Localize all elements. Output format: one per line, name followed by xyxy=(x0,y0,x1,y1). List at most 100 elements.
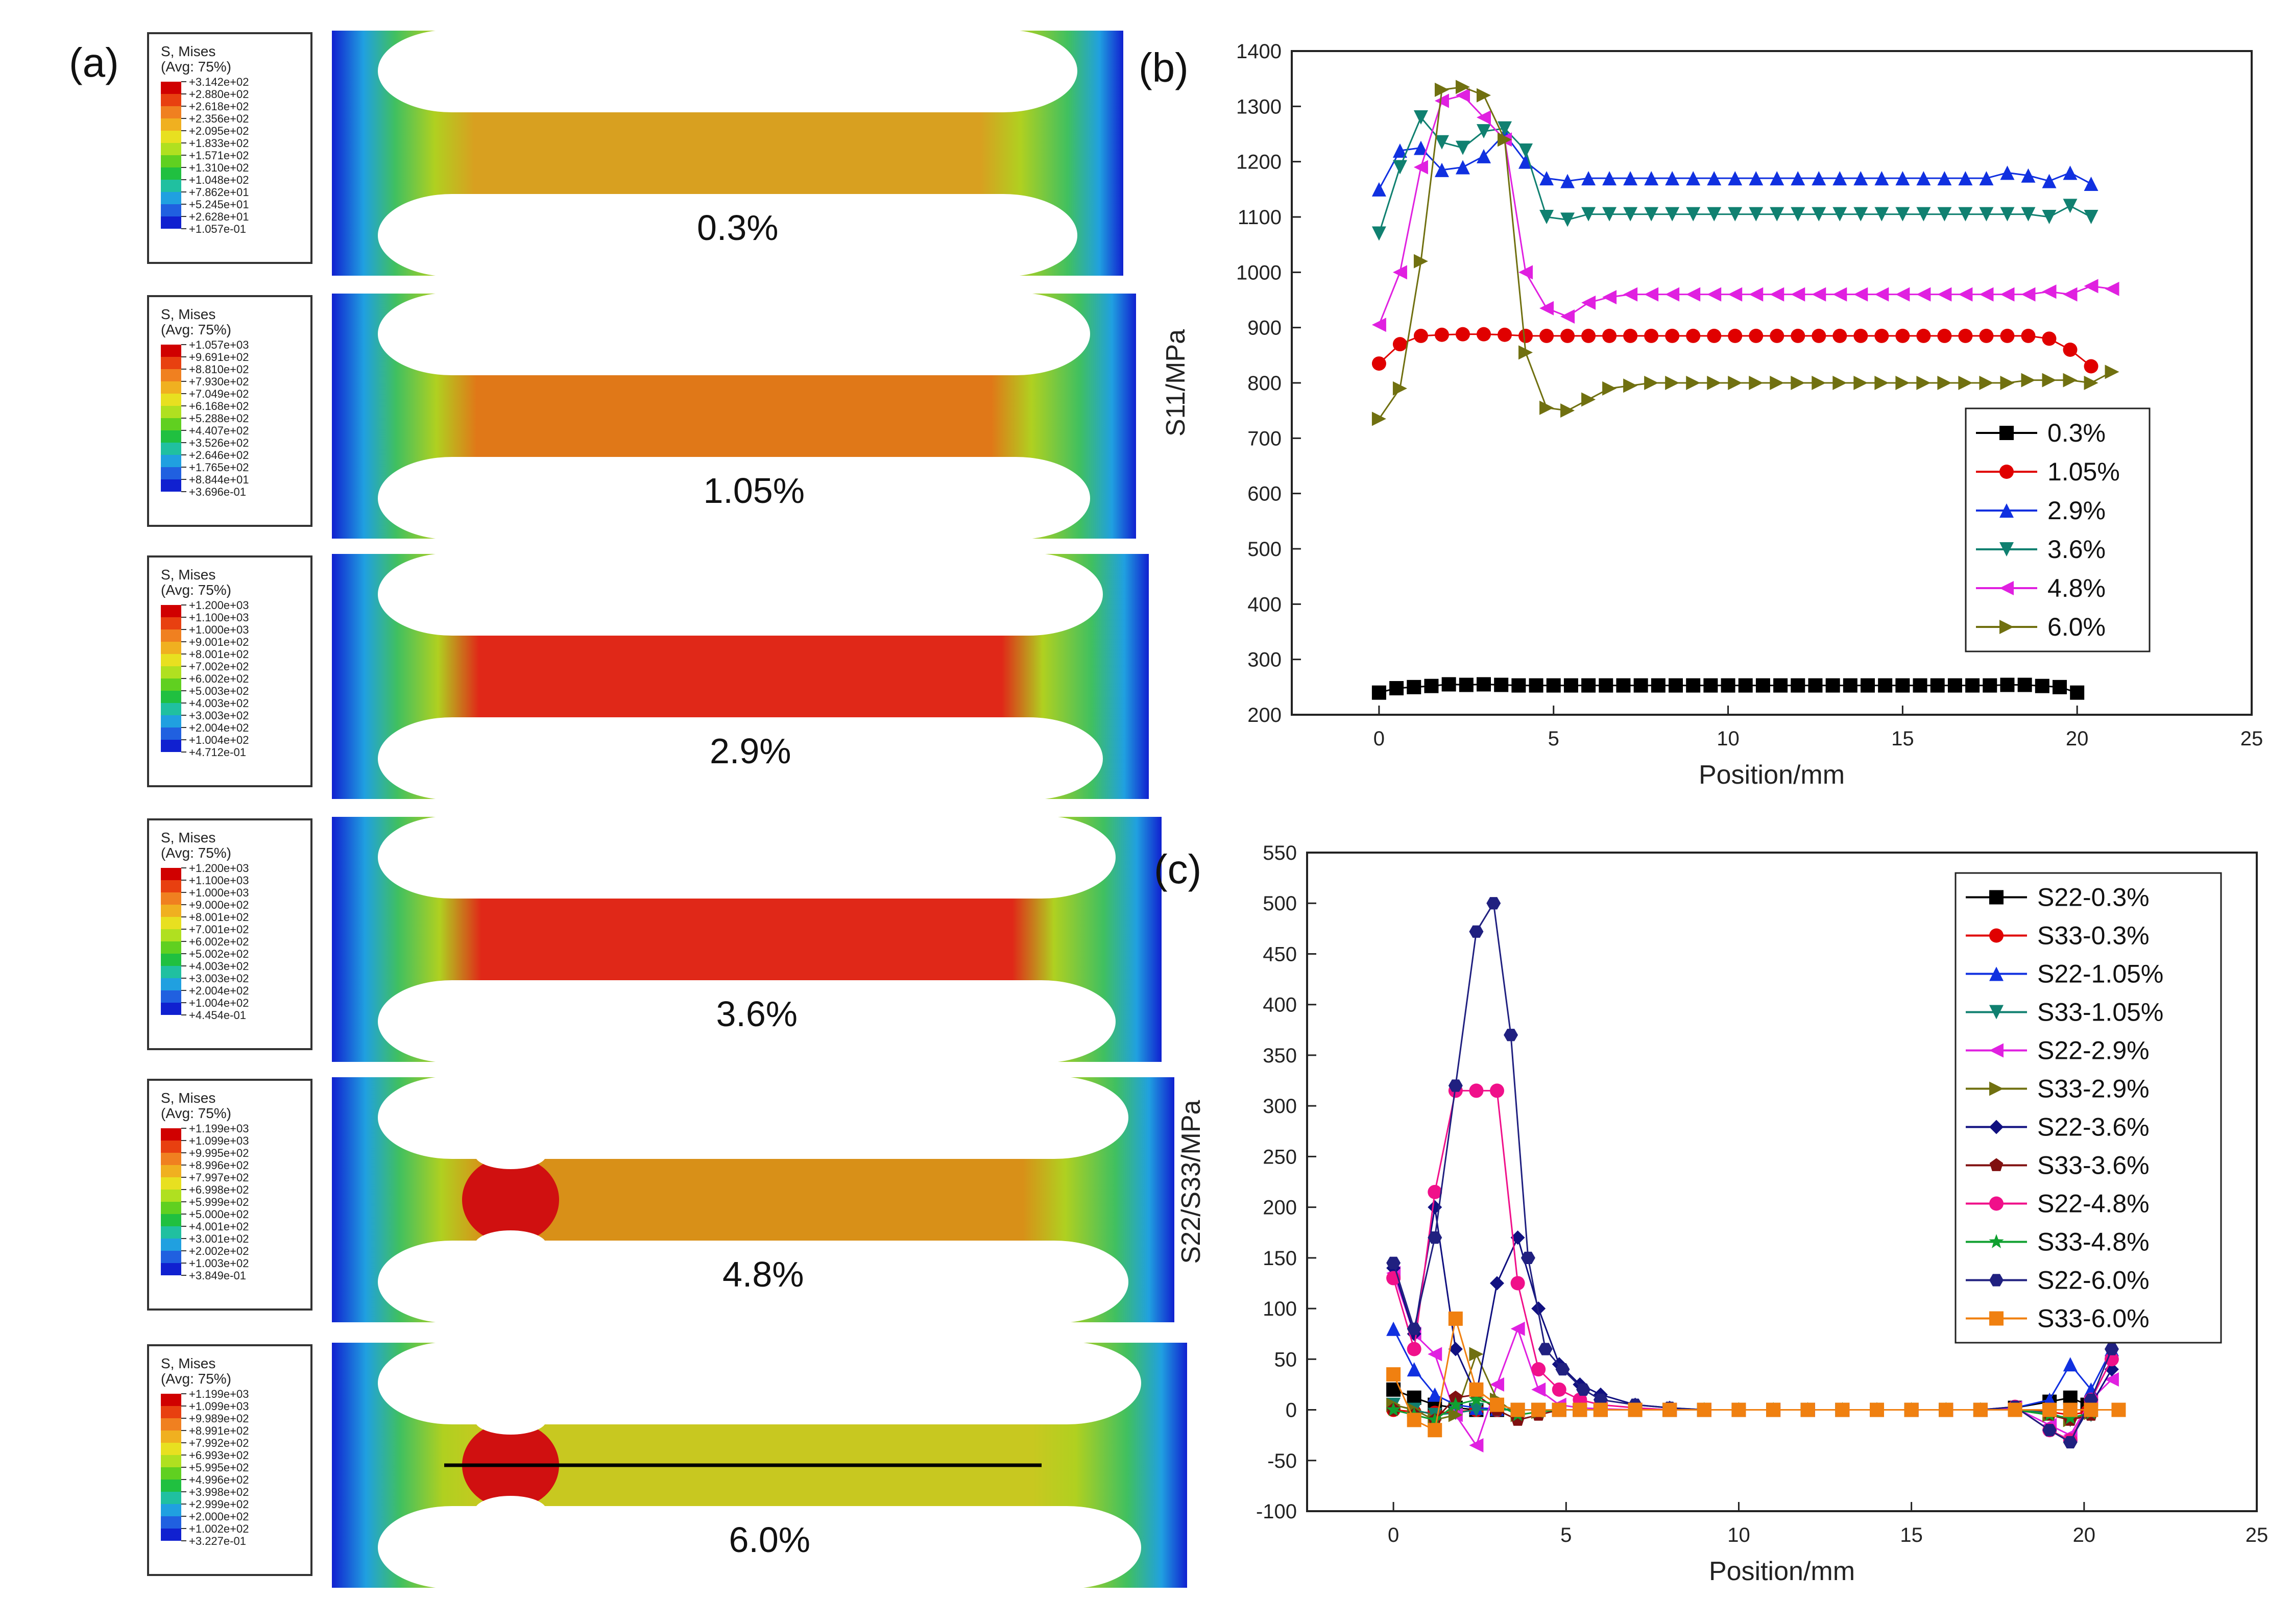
data-point xyxy=(2105,281,2119,296)
data-point xyxy=(1989,1005,2004,1020)
data-point xyxy=(1999,581,2014,595)
legend-title: S, Mises xyxy=(161,830,215,845)
colorbar-segment xyxy=(161,1190,181,1202)
data-point xyxy=(1937,287,1952,302)
legend-value: +1.200e+03 xyxy=(189,599,249,612)
necking-notch xyxy=(475,1141,546,1169)
legend-entry: S22-6.0% xyxy=(2037,1266,2150,1295)
legend-value: +2.002e+02 xyxy=(189,1245,249,1257)
data-point xyxy=(1518,328,1533,343)
x-axis-label: Position/mm xyxy=(1699,760,1845,790)
data-point xyxy=(1895,171,1910,186)
data-point xyxy=(1469,1083,1484,1098)
necking-notch xyxy=(475,1230,546,1259)
data-point xyxy=(1477,677,1491,692)
colorbar-segment xyxy=(161,629,181,642)
data-point xyxy=(2000,677,2015,692)
y-tick-label: 900 xyxy=(1247,317,1282,340)
data-point xyxy=(1832,287,1847,302)
legend-value: +2.628e+01 xyxy=(189,210,249,223)
data-point xyxy=(1413,328,1428,343)
data-point xyxy=(1428,1423,1442,1438)
data-point xyxy=(1812,376,1826,390)
specimen-cutout-top xyxy=(378,30,1077,112)
data-point xyxy=(1413,110,1428,125)
data-point xyxy=(1407,680,1421,694)
data-point xyxy=(1916,207,1931,222)
legend-value: +2.356e+02 xyxy=(189,112,249,125)
colorbar-segment xyxy=(161,455,181,467)
data-point xyxy=(1916,171,1931,186)
data-point xyxy=(1494,677,1509,692)
series-1.05% xyxy=(1371,327,2098,374)
data-point xyxy=(1455,140,1470,155)
y-tick-label: 700 xyxy=(1247,427,1282,450)
specimen-cutout-bottom xyxy=(378,457,1090,540)
data-point xyxy=(1552,1402,1566,1417)
data-point xyxy=(1665,328,1680,343)
legend-value: +1.100e+03 xyxy=(189,611,249,624)
data-point xyxy=(1983,678,1997,693)
legend-entry: S33-4.8% xyxy=(2037,1228,2150,1256)
legend-entry: S22-4.8% xyxy=(2037,1190,2150,1218)
panel-label: (c) xyxy=(1154,846,1201,892)
data-point xyxy=(1904,1402,1919,1417)
legend-value: +3.003e+02 xyxy=(189,972,249,985)
data-point xyxy=(1389,681,1404,695)
strain-label: 6.0% xyxy=(729,1520,811,1560)
data-point xyxy=(1825,678,1840,693)
colorbar-segment xyxy=(161,1480,181,1492)
specimen-1: S, Mises(Avg: 75%)+3.142e+02+2.880e+02+2… xyxy=(147,30,1123,277)
legend-value: +4.001e+02 xyxy=(189,1220,249,1233)
necking-notch xyxy=(475,1406,546,1435)
legend-value: +2.880e+02 xyxy=(189,88,249,101)
data-point xyxy=(1686,207,1701,222)
data-point xyxy=(1407,1413,1421,1427)
data-point xyxy=(1697,1402,1711,1417)
chart-c: (c) 0 5 10 15 20 25 -100 -50 0 50 100 150 200 250 300 35… xyxy=(1154,842,2268,1586)
data-point xyxy=(2063,1390,2078,1405)
specimen-cutout-top xyxy=(378,293,1090,375)
legend-entry: S22-1.05% xyxy=(2037,960,2163,988)
legend-value: +4.712e-01 xyxy=(189,746,246,759)
colorbar-segment xyxy=(161,1467,181,1480)
legend-entry: 3.6% xyxy=(2047,535,2106,564)
colorbar-segment xyxy=(161,1003,181,1015)
data-point xyxy=(1895,376,1910,390)
data-point xyxy=(1386,1402,1401,1416)
legend-value: +7.049e+02 xyxy=(189,387,249,400)
legend-title: S, Mises xyxy=(161,1355,215,1371)
data-point xyxy=(1546,678,1561,693)
data-point xyxy=(1469,1382,1484,1397)
y-tick-label: 100 xyxy=(1263,1298,1297,1320)
series-6.0% xyxy=(1371,80,2119,426)
data-point xyxy=(1371,318,1386,332)
legend-value: +6.002e+02 xyxy=(189,935,249,948)
legend-value: +3.849e-01 xyxy=(189,1269,246,1282)
data-point xyxy=(1707,376,1722,390)
data-point xyxy=(1874,287,1889,302)
data-point xyxy=(1812,171,1826,186)
data-point xyxy=(2042,174,2057,188)
data-point xyxy=(1989,1311,2004,1326)
legend-value: +7.997e+02 xyxy=(189,1171,249,1184)
y-tick-label: 200 xyxy=(1263,1197,1297,1219)
data-point xyxy=(1490,1397,1504,1412)
data-point xyxy=(1407,1390,1421,1405)
specimen-cutout-top xyxy=(378,553,1103,636)
plot-frame xyxy=(1306,852,2258,1512)
x-tick-label: 10 xyxy=(1717,728,1740,750)
data-point xyxy=(1770,287,1784,302)
data-point xyxy=(2021,373,2036,387)
data-point xyxy=(1448,1342,1463,1356)
legend-value: +8.001e+02 xyxy=(189,911,249,924)
data-point xyxy=(1560,174,1575,188)
data-point xyxy=(1455,80,1470,94)
data-point xyxy=(1531,1382,1546,1397)
legend-value: +7.992e+02 xyxy=(189,1437,249,1449)
data-point xyxy=(2063,199,2078,213)
data-point xyxy=(1616,678,1631,693)
colorbar-segment xyxy=(161,1165,181,1177)
legend-value: +7.862e+01 xyxy=(189,186,249,199)
strain-label: 1.05% xyxy=(704,471,805,511)
